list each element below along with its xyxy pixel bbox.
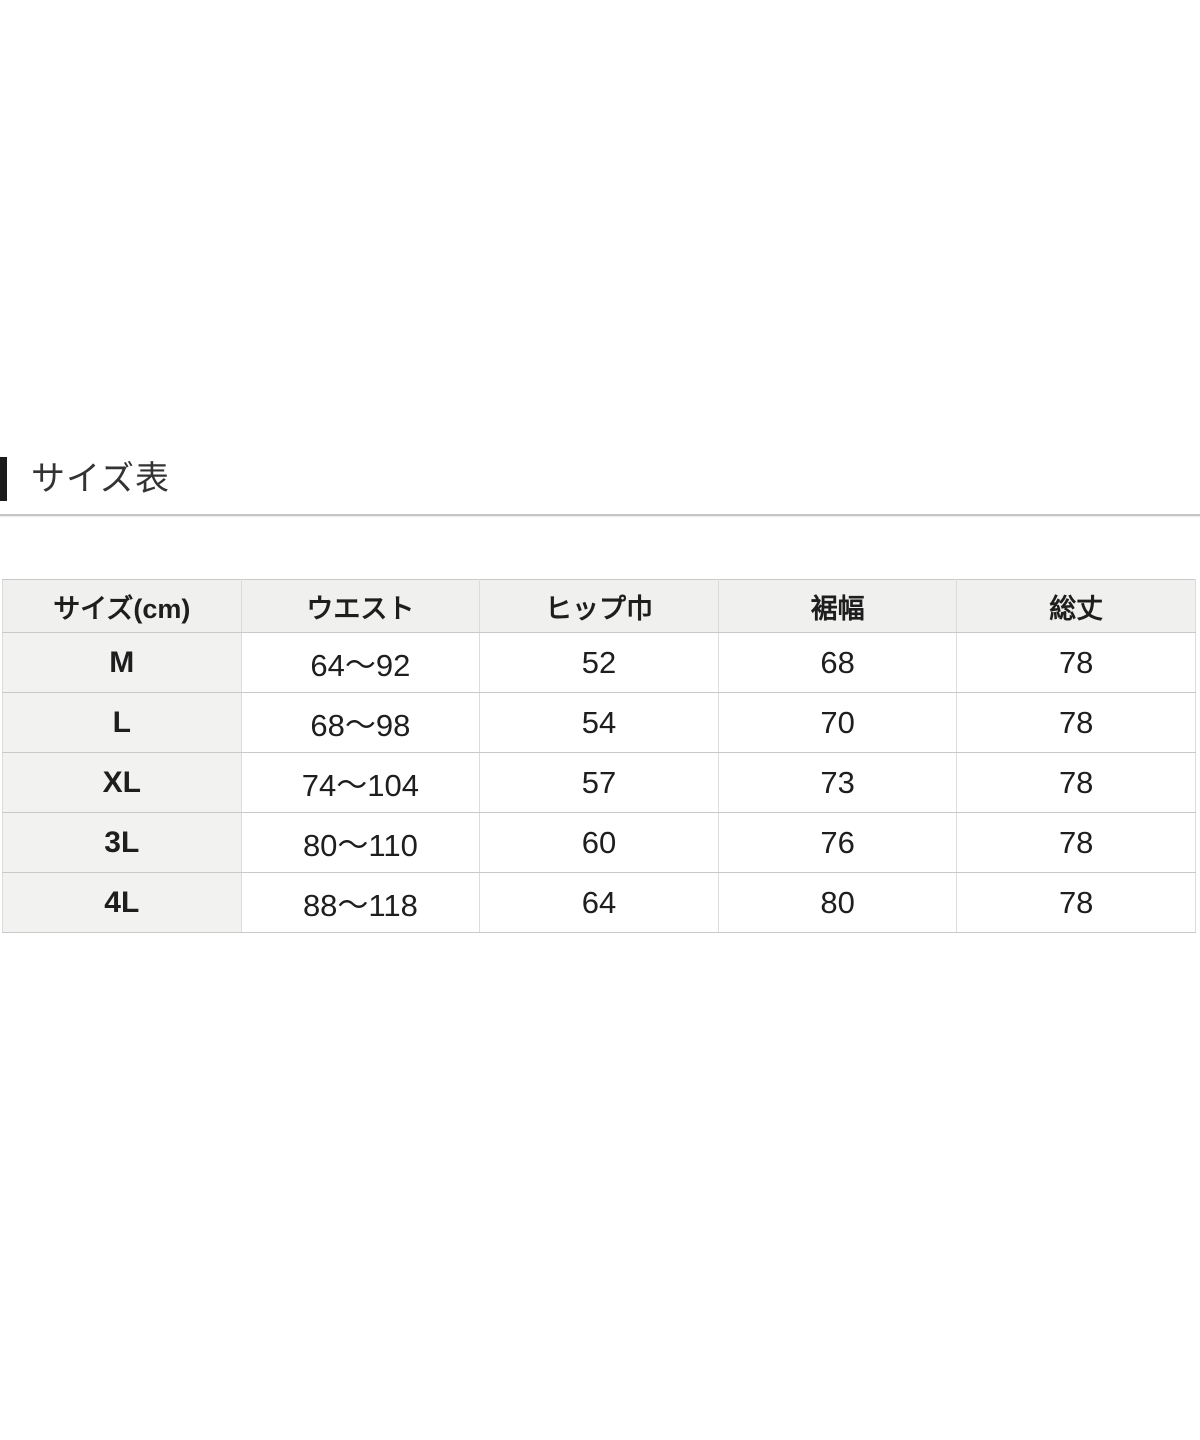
size-table: サイズ(cm) ウエスト ヒップ巾 裾幅 総丈 M 64〜92 52 68 78 L 68〜98 54… <box>2 579 1196 933</box>
table-cell: 70 <box>717 692 958 753</box>
table-cell: 64〜92 <box>240 632 481 693</box>
table-row: XL 74〜104 57 73 78 <box>2 752 1196 813</box>
column-header: ヒップ巾 <box>479 579 719 633</box>
table-cell: 78 <box>956 872 1196 933</box>
row-header-size: L <box>2 692 242 753</box>
table-cell: 78 <box>956 812 1196 873</box>
header-row: サイズ(cm) ウエスト ヒップ巾 裾幅 総丈 <box>2 579 1196 633</box>
size-table-body: M 64〜92 52 68 78 L 68〜98 54 70 78 XL 74〜104 57 73 78 3L… <box>2 632 1196 933</box>
column-header: 総丈 <box>956 579 1196 633</box>
page-title: サイズ表 <box>31 460 170 498</box>
row-header-size: XL <box>2 752 242 813</box>
row-header-size: 4L <box>2 872 242 933</box>
row-header-size: M <box>2 632 242 693</box>
row-header-size: 3L <box>2 812 242 873</box>
table-cell: 54 <box>479 692 719 753</box>
table-cell: 80〜110 <box>240 812 481 873</box>
table-cell: 57 <box>479 752 719 813</box>
table-cell: 52 <box>479 632 719 693</box>
table-cell: 78 <box>956 752 1196 813</box>
table-cell: 88〜118 <box>240 872 481 933</box>
column-header: ウエスト <box>240 579 481 633</box>
table-cell: 68〜98 <box>240 692 481 753</box>
table-cell: 76 <box>717 812 958 873</box>
column-header: 裾幅 <box>717 579 958 633</box>
table-cell: 68 <box>717 632 958 693</box>
table-cell: 60 <box>479 812 719 873</box>
table-row: 3L 80〜110 60 76 78 <box>2 812 1196 873</box>
section-title: サイズ表 <box>0 456 1200 502</box>
table-row: 4L 88〜118 64 80 78 <box>2 872 1196 933</box>
table-cell: 78 <box>956 692 1196 753</box>
title-marker-bar <box>0 457 7 501</box>
table-row: L 68〜98 54 70 78 <box>2 692 1196 753</box>
column-header: サイズ(cm) <box>2 579 242 633</box>
table-cell: 64 <box>479 872 719 933</box>
size-table-head: サイズ(cm) ウエスト ヒップ巾 裾幅 総丈 <box>2 579 1196 633</box>
table-cell: 73 <box>717 752 958 813</box>
table-cell: 80 <box>717 872 958 933</box>
title-divider <box>0 514 1200 517</box>
table-cell: 78 <box>956 632 1196 693</box>
table-cell: 74〜104 <box>240 752 481 813</box>
table-row: M 64〜92 52 68 78 <box>2 632 1196 693</box>
